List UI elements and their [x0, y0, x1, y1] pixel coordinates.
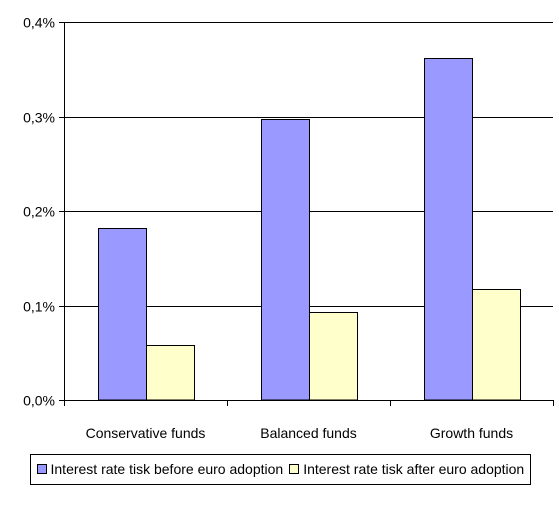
y-tick-label-3: 0,3% — [23, 110, 55, 126]
y-tick-label-0: 0,0% — [23, 393, 55, 409]
bar-0-0 — [98, 228, 147, 401]
y-tick-label-4: 0,4% — [23, 15, 55, 31]
bar-0-1 — [261, 119, 310, 401]
y-tick-label-2: 0,2% — [23, 204, 55, 220]
bar-1-1 — [309, 312, 358, 401]
legend-label-0: Interest rate tisk before euro adoption — [51, 461, 284, 477]
bar-1-0 — [146, 345, 195, 401]
axis-labels: 0,0% 0,1% 0,2% 0,3% 0,4% Conservative funds Ba… — [23, 15, 513, 442]
axes — [59, 22, 554, 406]
y-tick-label-1: 0,1% — [23, 299, 55, 315]
x-tick-label-1: Balanced funds — [260, 425, 357, 441]
legend-box — [30, 454, 531, 485]
x-tick-label-0: Conservative funds — [86, 425, 206, 441]
legend-swatch-0 — [37, 464, 47, 474]
bars — [98, 58, 521, 401]
bar-0-2 — [424, 58, 473, 401]
legend: Interest rate tisk before euro adoption I… — [30, 454, 531, 485]
x-tick-label-2: Growth funds — [430, 425, 513, 441]
legend-label-1: Interest rate tisk after euro adoption — [303, 461, 524, 477]
bar-1-2 — [472, 289, 521, 401]
legend-swatch-1 — [289, 464, 299, 474]
